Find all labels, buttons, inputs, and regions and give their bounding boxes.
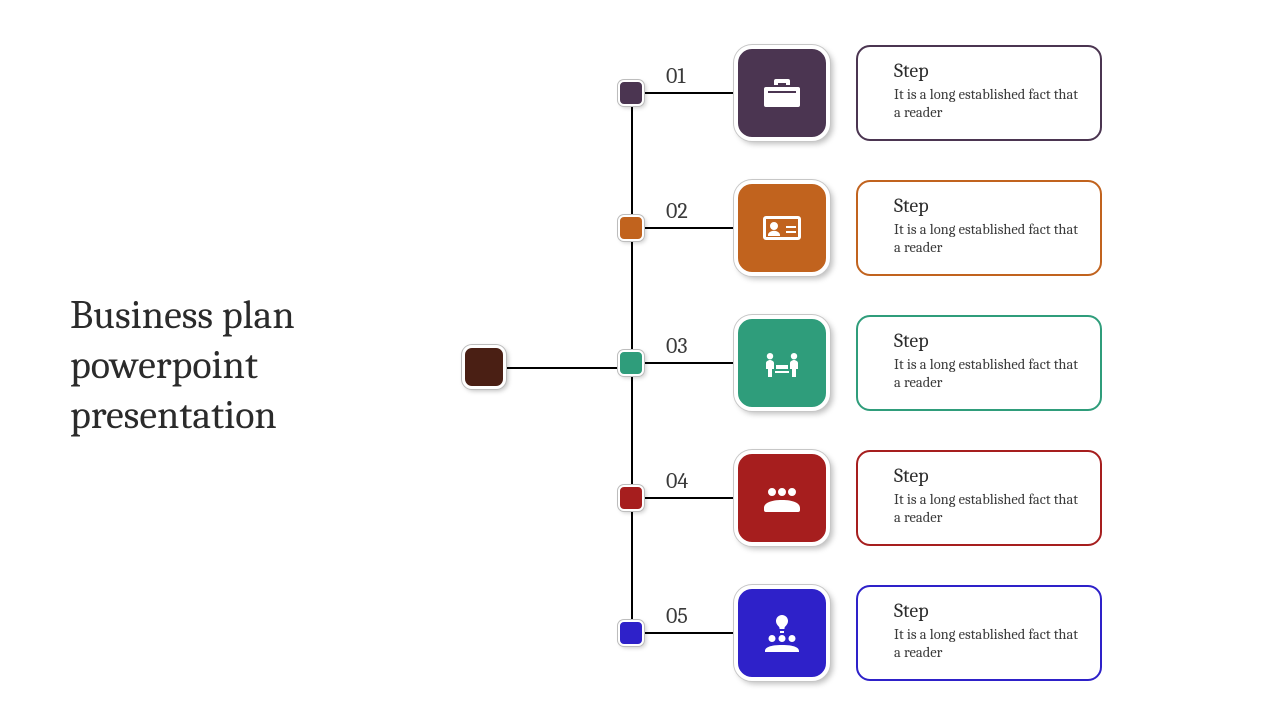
step-number: 03 bbox=[666, 333, 688, 359]
step-text-box: Step It is a long established fact that a… bbox=[856, 315, 1102, 411]
step-text-box: Step It is a long established fact that a… bbox=[856, 585, 1102, 681]
step-description: It is a long established fact that a rea… bbox=[894, 356, 1086, 392]
idea-group-icon bbox=[734, 585, 830, 681]
step-text-box: Step It is a long established fact that a… bbox=[856, 180, 1102, 276]
step-title: Step bbox=[894, 464, 1086, 487]
slide-stage: Business plan powerpoint presentation 01… bbox=[0, 0, 1280, 720]
branch-node bbox=[618, 80, 644, 106]
step-number: 01 bbox=[666, 63, 685, 89]
branch-connector bbox=[644, 92, 734, 94]
branch-node bbox=[618, 350, 644, 376]
branch-node bbox=[618, 215, 644, 241]
branch-node bbox=[618, 485, 644, 511]
step-title: Step bbox=[894, 59, 1086, 82]
step-text-box: Step It is a long established fact that a… bbox=[856, 450, 1102, 546]
branch-connector bbox=[644, 632, 734, 634]
step-title: Step bbox=[894, 599, 1086, 622]
process-diagram: 01 Step It is a long established fact that… bbox=[0, 0, 1280, 720]
group-icon bbox=[734, 450, 830, 546]
branch-connector bbox=[644, 227, 734, 229]
briefcase-icon bbox=[734, 45, 830, 141]
step-title: Step bbox=[894, 329, 1086, 352]
id-card-icon bbox=[734, 180, 830, 276]
step-description: It is a long established fact that a rea… bbox=[894, 626, 1086, 662]
root-node bbox=[462, 345, 506, 389]
branch-connector bbox=[644, 362, 734, 364]
step-number: 02 bbox=[666, 198, 688, 224]
step-text-box: Step It is a long established fact that a… bbox=[856, 45, 1102, 141]
step-number: 04 bbox=[666, 468, 688, 494]
step-description: It is a long established fact that a rea… bbox=[894, 491, 1086, 527]
branch-connector bbox=[644, 497, 734, 499]
step-description: It is a long established fact that a rea… bbox=[894, 221, 1086, 257]
meeting-icon bbox=[734, 315, 830, 411]
step-title: Step bbox=[894, 194, 1086, 217]
step-description: It is a long established fact that a rea… bbox=[894, 86, 1086, 122]
root-connector bbox=[506, 367, 631, 369]
step-number: 05 bbox=[666, 603, 688, 629]
branch-node bbox=[618, 620, 644, 646]
